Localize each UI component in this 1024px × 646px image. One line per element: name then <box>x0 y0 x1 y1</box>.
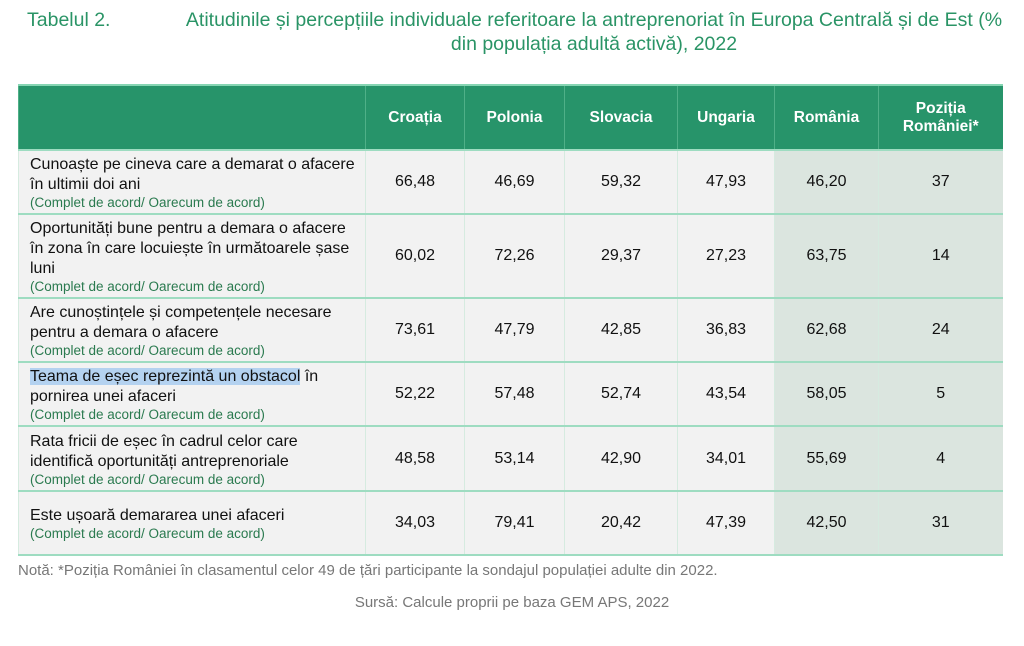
row-sublabel: (Complet de acord/ Oarecum de acord) <box>30 279 265 294</box>
table-cell: 72,26 <box>464 213 565 299</box>
table-cell: 31 <box>878 490 1003 556</box>
table-cell: 14 <box>878 213 1003 299</box>
table-cell: 24 <box>878 297 1003 363</box>
table-cell: 36,83 <box>677 297 775 363</box>
row-sublabel: (Complet de acord/ Oarecum de acord) <box>30 195 265 210</box>
selected-text[interactable]: Teama de eșec reprezintă un obstacol <box>30 368 301 385</box>
column-header: Croația <box>365 84 465 150</box>
column-header: Slovacia <box>564 84 678 150</box>
data-table: Croația Polonia Slovacia Ungaria România Pozi… <box>18 84 1003 556</box>
table-cell: 27,23 <box>677 213 775 299</box>
table-cell: 47,79 <box>464 297 565 363</box>
table-cell: 46,69 <box>464 149 565 215</box>
table-cell: 62,68 <box>774 297 879 363</box>
table-row: Oportunități bune pentru a demara o afac… <box>18 213 1003 299</box>
table-row: Teama de eșec reprezintă un obstacol în … <box>18 361 1003 427</box>
column-header: Poziția României* <box>878 84 1003 150</box>
table-cell: 52,22 <box>365 361 465 427</box>
header-row: Croația Polonia Slovacia Ungaria România Pozi… <box>18 84 1003 150</box>
column-header: Ungaria <box>677 84 775 150</box>
table-cell: 37 <box>878 149 1003 215</box>
row-label: Teama de eșec reprezintă un obstacol în … <box>18 361 366 427</box>
table-row: Are cunoștințele și competențele necesar… <box>18 297 1003 363</box>
row-sublabel: (Complet de acord/ Oarecum de acord) <box>30 407 265 422</box>
table-cell: 63,75 <box>774 213 879 299</box>
table-cell: 43,54 <box>677 361 775 427</box>
row-label-text: Este ușoară demararea unei afaceri <box>30 507 285 524</box>
table-cell: 60,02 <box>365 213 465 299</box>
column-header: România <box>774 84 879 150</box>
table-cell: 79,41 <box>464 490 565 556</box>
table-cell: 55,69 <box>774 425 879 492</box>
row-label: Cunoaște pe cineva care a demarat o afac… <box>18 149 366 215</box>
row-label: Are cunoștințele și competențele necesar… <box>18 297 366 363</box>
table-cell: 42,85 <box>564 297 678 363</box>
row-sublabel: (Complet de acord/ Oarecum de acord) <box>30 526 265 541</box>
table-cell: 29,37 <box>564 213 678 299</box>
table-cell: 59,32 <box>564 149 678 215</box>
table-cell: 42,90 <box>564 425 678 492</box>
row-sublabel: (Complet de acord/ Oarecum de acord) <box>30 471 265 487</box>
table-cell: 47,39 <box>677 490 775 556</box>
column-header <box>18 84 366 150</box>
table-cell: 53,14 <box>464 425 565 492</box>
row-sublabel: (Complet de acord/ Oarecum de acord) <box>30 343 265 358</box>
footnote: Notă: *Poziția României în clasamentul c… <box>18 562 718 579</box>
table-cell: 57,48 <box>464 361 565 427</box>
source: Sursă: Calcule proprii pe baza GEM APS, … <box>354 594 670 611</box>
table-cell: 46,20 <box>774 149 879 215</box>
row-label-text: în pornirea unei afaceri <box>30 368 319 405</box>
row-label: Rata fricii de eșec în cadrul celor care… <box>18 425 366 492</box>
table-cell: 20,42 <box>564 490 678 556</box>
row-label: Este ușoară demararea unei afaceri (Compl… <box>18 490 366 556</box>
row-label-text: Oportunități bune pentru a demara o afac… <box>30 220 350 277</box>
table-caption: Atitudinile și percepțiile individuale r… <box>185 9 1003 55</box>
table-cell: 34,01 <box>677 425 775 492</box>
table-cell: 52,74 <box>564 361 678 427</box>
table-cell: 66,48 <box>365 149 465 215</box>
table-cell: 73,61 <box>365 297 465 363</box>
row-label-text: Rata fricii de eșec în cadrul celor care… <box>30 432 298 470</box>
column-header: Polonia <box>464 84 565 150</box>
table-row: Este ușoară demararea unei afaceri (Compl… <box>18 490 1003 556</box>
table-row: Cunoaște pe cineva care a demarat o afac… <box>18 149 1003 215</box>
row-label-text: Cunoaște pe cineva care a demarat o afac… <box>30 156 355 193</box>
table-row: Rata fricii de eșec în cadrul celor care… <box>18 425 1003 492</box>
table-cell: 34,03 <box>365 490 465 556</box>
table-cell: 42,50 <box>774 490 879 556</box>
table-cell: 47,93 <box>677 149 775 215</box>
row-label: Oportunități bune pentru a demara o afac… <box>18 213 366 299</box>
table-cell: 4 <box>878 425 1003 492</box>
table-cell: 48,58 <box>365 425 465 492</box>
table-cell: 58,05 <box>774 361 879 427</box>
table-cell: 5 <box>878 361 1003 427</box>
row-label-text: Are cunoștințele și competențele necesar… <box>30 304 332 341</box>
table-number: Tabelul 2. <box>27 9 111 31</box>
